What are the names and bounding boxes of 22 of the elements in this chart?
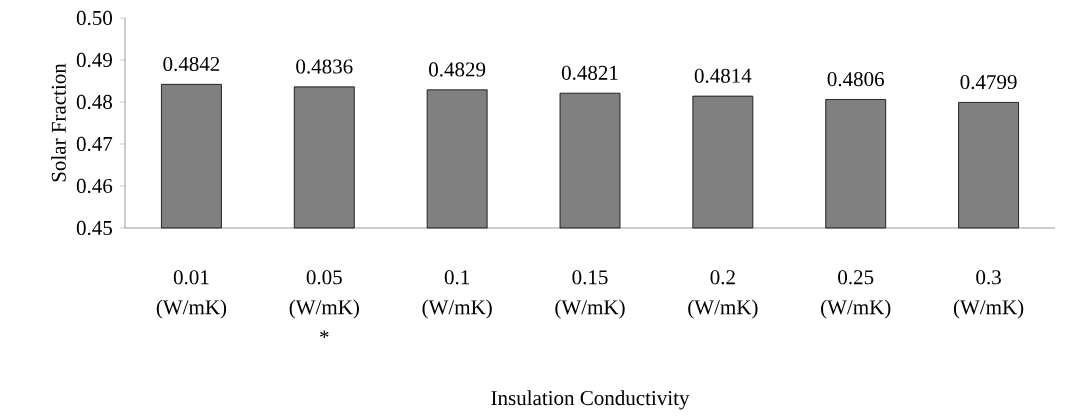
data-label: 0.4821 [561, 65, 618, 80]
y-axis-title: Solar Fraction [51, 63, 66, 182]
y-tick-label: 0.49 [76, 52, 112, 67]
x-tick-label: 0.25 (W/mK) [821, 269, 891, 319]
x-tick-label: 0.05 (W/mK) * [289, 269, 359, 338]
x-tick-label: 0.2 (W/mK) [688, 269, 758, 319]
data-label: 0.4829 [429, 62, 486, 77]
x-tick-label: 0.3 (W/mK) [953, 269, 1024, 319]
x-tick-label: 0.1 (W/mK) [422, 269, 492, 319]
x-tick-label: 0.01 (W/mK) [156, 269, 227, 319]
data-label: 0.4806 [827, 71, 884, 87]
x-axis-title: Insulation Conductivity [491, 390, 690, 410]
data-label: 0.4836 [296, 59, 353, 74]
data-label: 0.4814 [694, 68, 752, 83]
y-tick-label: 0.48 [76, 94, 113, 109]
y-tick-label: 0.50 [76, 10, 113, 25]
y-tick-label: 0.47 [76, 136, 113, 151]
data-label: 0.4842 [163, 56, 220, 71]
data-label: 0.4799 [960, 74, 1017, 89]
x-tick-label: 0.15 (W/mK) [555, 269, 625, 319]
y-tick-label: 0.46 [76, 178, 113, 193]
y-tick-label: 0.45 [76, 220, 112, 235]
